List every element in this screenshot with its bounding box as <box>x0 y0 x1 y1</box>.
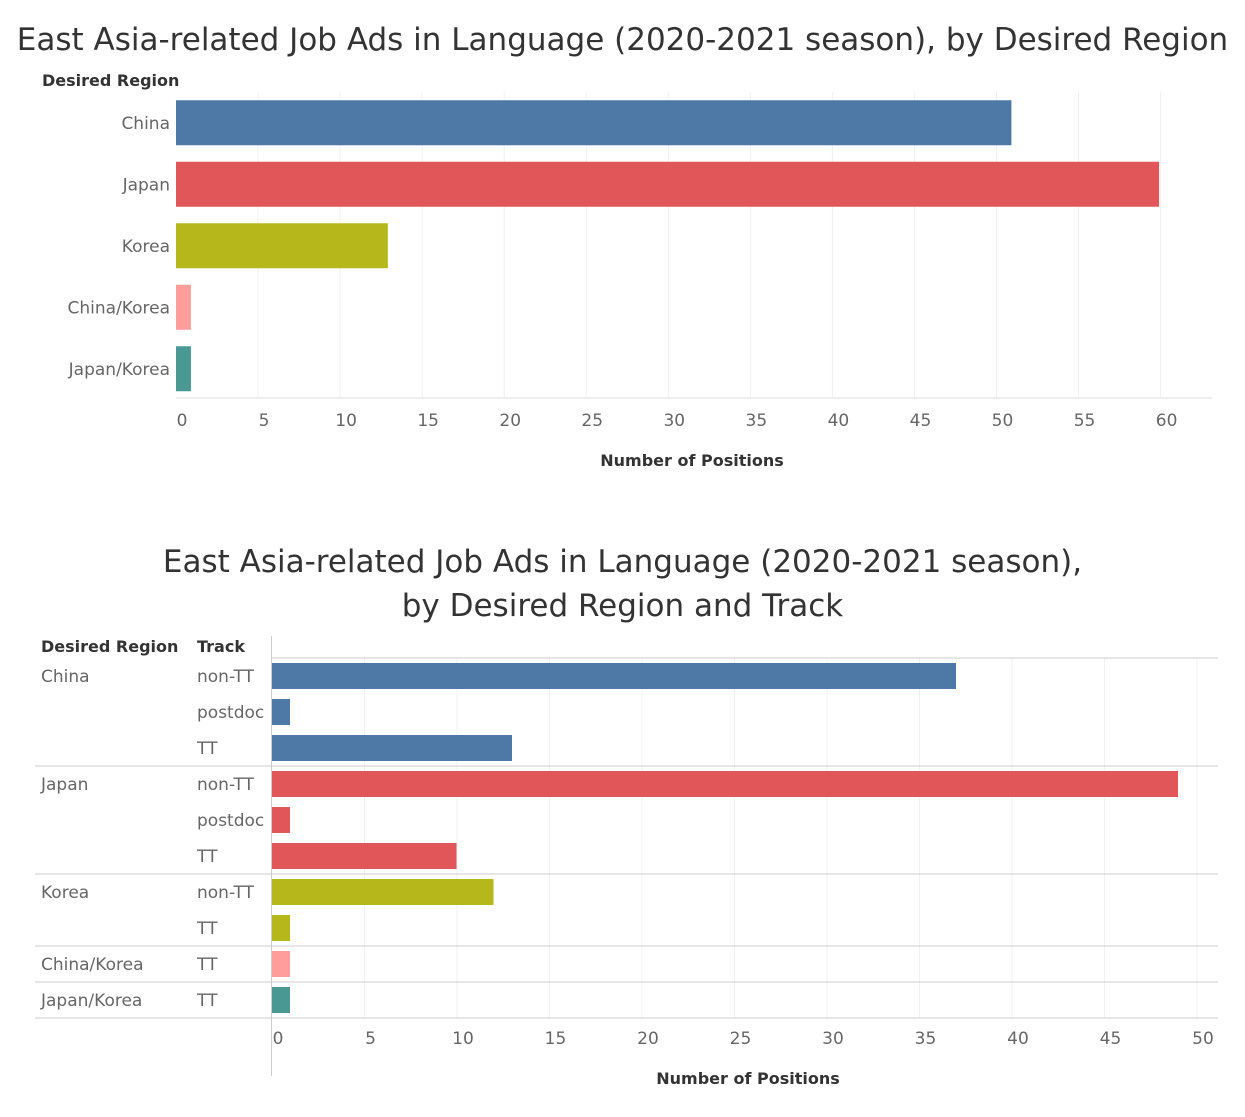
chart2-bar <box>272 771 1178 797</box>
chart1-bar <box>176 100 1012 146</box>
chart1-x-tick-label: 50 <box>992 411 1014 431</box>
chart1-x-tick-label: 25 <box>581 411 603 431</box>
chart2-region-label: Korea <box>41 883 89 903</box>
chart2-x-tick-label: 10 <box>452 1029 474 1049</box>
chart1-x-tick-label: 45 <box>910 411 932 431</box>
chart2-region-header: Desired Region <box>41 637 178 656</box>
chart2-x-tick-label: 45 <box>1100 1029 1122 1049</box>
chart2-title-line1: East Asia-related Job Ads in Language (2… <box>162 544 1083 580</box>
chart2-x-tick-label: 15 <box>545 1029 567 1049</box>
chart2-track-label: non-TT <box>197 775 255 795</box>
chart1-bar <box>176 223 388 269</box>
chart2-bar <box>272 699 290 725</box>
chart2-track-label: TT <box>196 991 218 1011</box>
chart1-x-tick-label: 15 <box>417 411 439 431</box>
chart1-category-label: Japan <box>122 175 170 195</box>
chart2-x-tick-label: 30 <box>822 1029 844 1049</box>
chart2-track-header: Track <box>197 637 245 656</box>
chart1-title: East Asia-related Job Ads in Language (2… <box>16 22 1229 58</box>
chart2-bar <box>272 879 494 905</box>
chart1-category-label: Korea <box>122 237 170 257</box>
chart2-bar <box>272 951 290 977</box>
chart1-x-tick-label: 55 <box>1074 411 1096 431</box>
chart1-region-bar-chart: Desired Region 0 5 10 15 20 25 30 35 40 45 50 55 60 Ch… <box>42 71 1212 470</box>
chart2-bar <box>272 843 457 869</box>
chart2-x-tick-label: 35 <box>915 1029 937 1049</box>
chart2-title-line2: by Desired Region and Track <box>401 588 844 624</box>
chart2-x-tick-label: 40 <box>1007 1029 1029 1049</box>
chart1-x-tick-label: 10 <box>335 411 357 431</box>
chart1-x-tick-label: 5 <box>259 411 270 431</box>
chart1-x-tick-label: 60 <box>1156 411 1178 431</box>
chart1-x-tick-label: 35 <box>746 411 768 431</box>
chart2-x-axis-title: Number of Positions <box>656 1069 840 1088</box>
chart1-bar <box>176 161 1160 207</box>
chart2-bar <box>272 915 290 941</box>
chart1-x-tick-label: 30 <box>663 411 685 431</box>
chart2-track-label: postdoc <box>197 811 264 831</box>
chart1-category-label: China/Korea <box>68 298 170 318</box>
chart2-region-label: Japan <box>40 775 88 795</box>
chart2-region-label: China/Korea <box>41 955 143 975</box>
chart2-x-tick-label: 20 <box>637 1029 659 1049</box>
chart2-region-track-bar-chart: Desired Region Track 0 5 10 15 20 25 30 35 40 45 50 C… <box>35 636 1218 1088</box>
chart1-x-tick-label: 40 <box>828 411 850 431</box>
chart1-x-tick-label: 0 <box>177 411 188 431</box>
chart1-bar <box>176 284 191 330</box>
chart2-region-label: Japan/Korea <box>40 991 142 1011</box>
chart2-bar <box>272 735 512 761</box>
chart2-region-label: China <box>41 667 90 687</box>
chart1-row-header: Desired Region <box>42 71 179 90</box>
chart1-x-axis-title: Number of Positions <box>600 451 784 470</box>
chart2-track-label: TT <box>196 739 218 759</box>
chart2-title: East Asia-related Job Ads in Language (2… <box>0 540 1245 628</box>
chart2-bar <box>272 987 290 1013</box>
chart2-bar <box>272 807 290 833</box>
chart1-category-label: Japan/Korea <box>68 360 170 380</box>
chart1-category-label: China <box>121 114 170 134</box>
chart2-x-tick-label: 0 <box>273 1029 284 1049</box>
chart2-track-label: non-TT <box>197 883 255 903</box>
chart1-x-tick-label: 20 <box>499 411 521 431</box>
chart2-track-label: TT <box>196 919 218 939</box>
chart2-track-label: postdoc <box>197 703 264 723</box>
chart2-track-label: non-TT <box>197 667 255 687</box>
chart2-x-tick-label: 50 <box>1192 1029 1214 1049</box>
chart2-bar <box>272 663 956 689</box>
chart2-track-label: TT <box>196 847 218 867</box>
chart2-x-tick-label: 25 <box>730 1029 752 1049</box>
chart2-track-label: TT <box>196 955 218 975</box>
chart1-bar <box>176 346 191 392</box>
chart2-x-tick-label: 5 <box>365 1029 376 1049</box>
